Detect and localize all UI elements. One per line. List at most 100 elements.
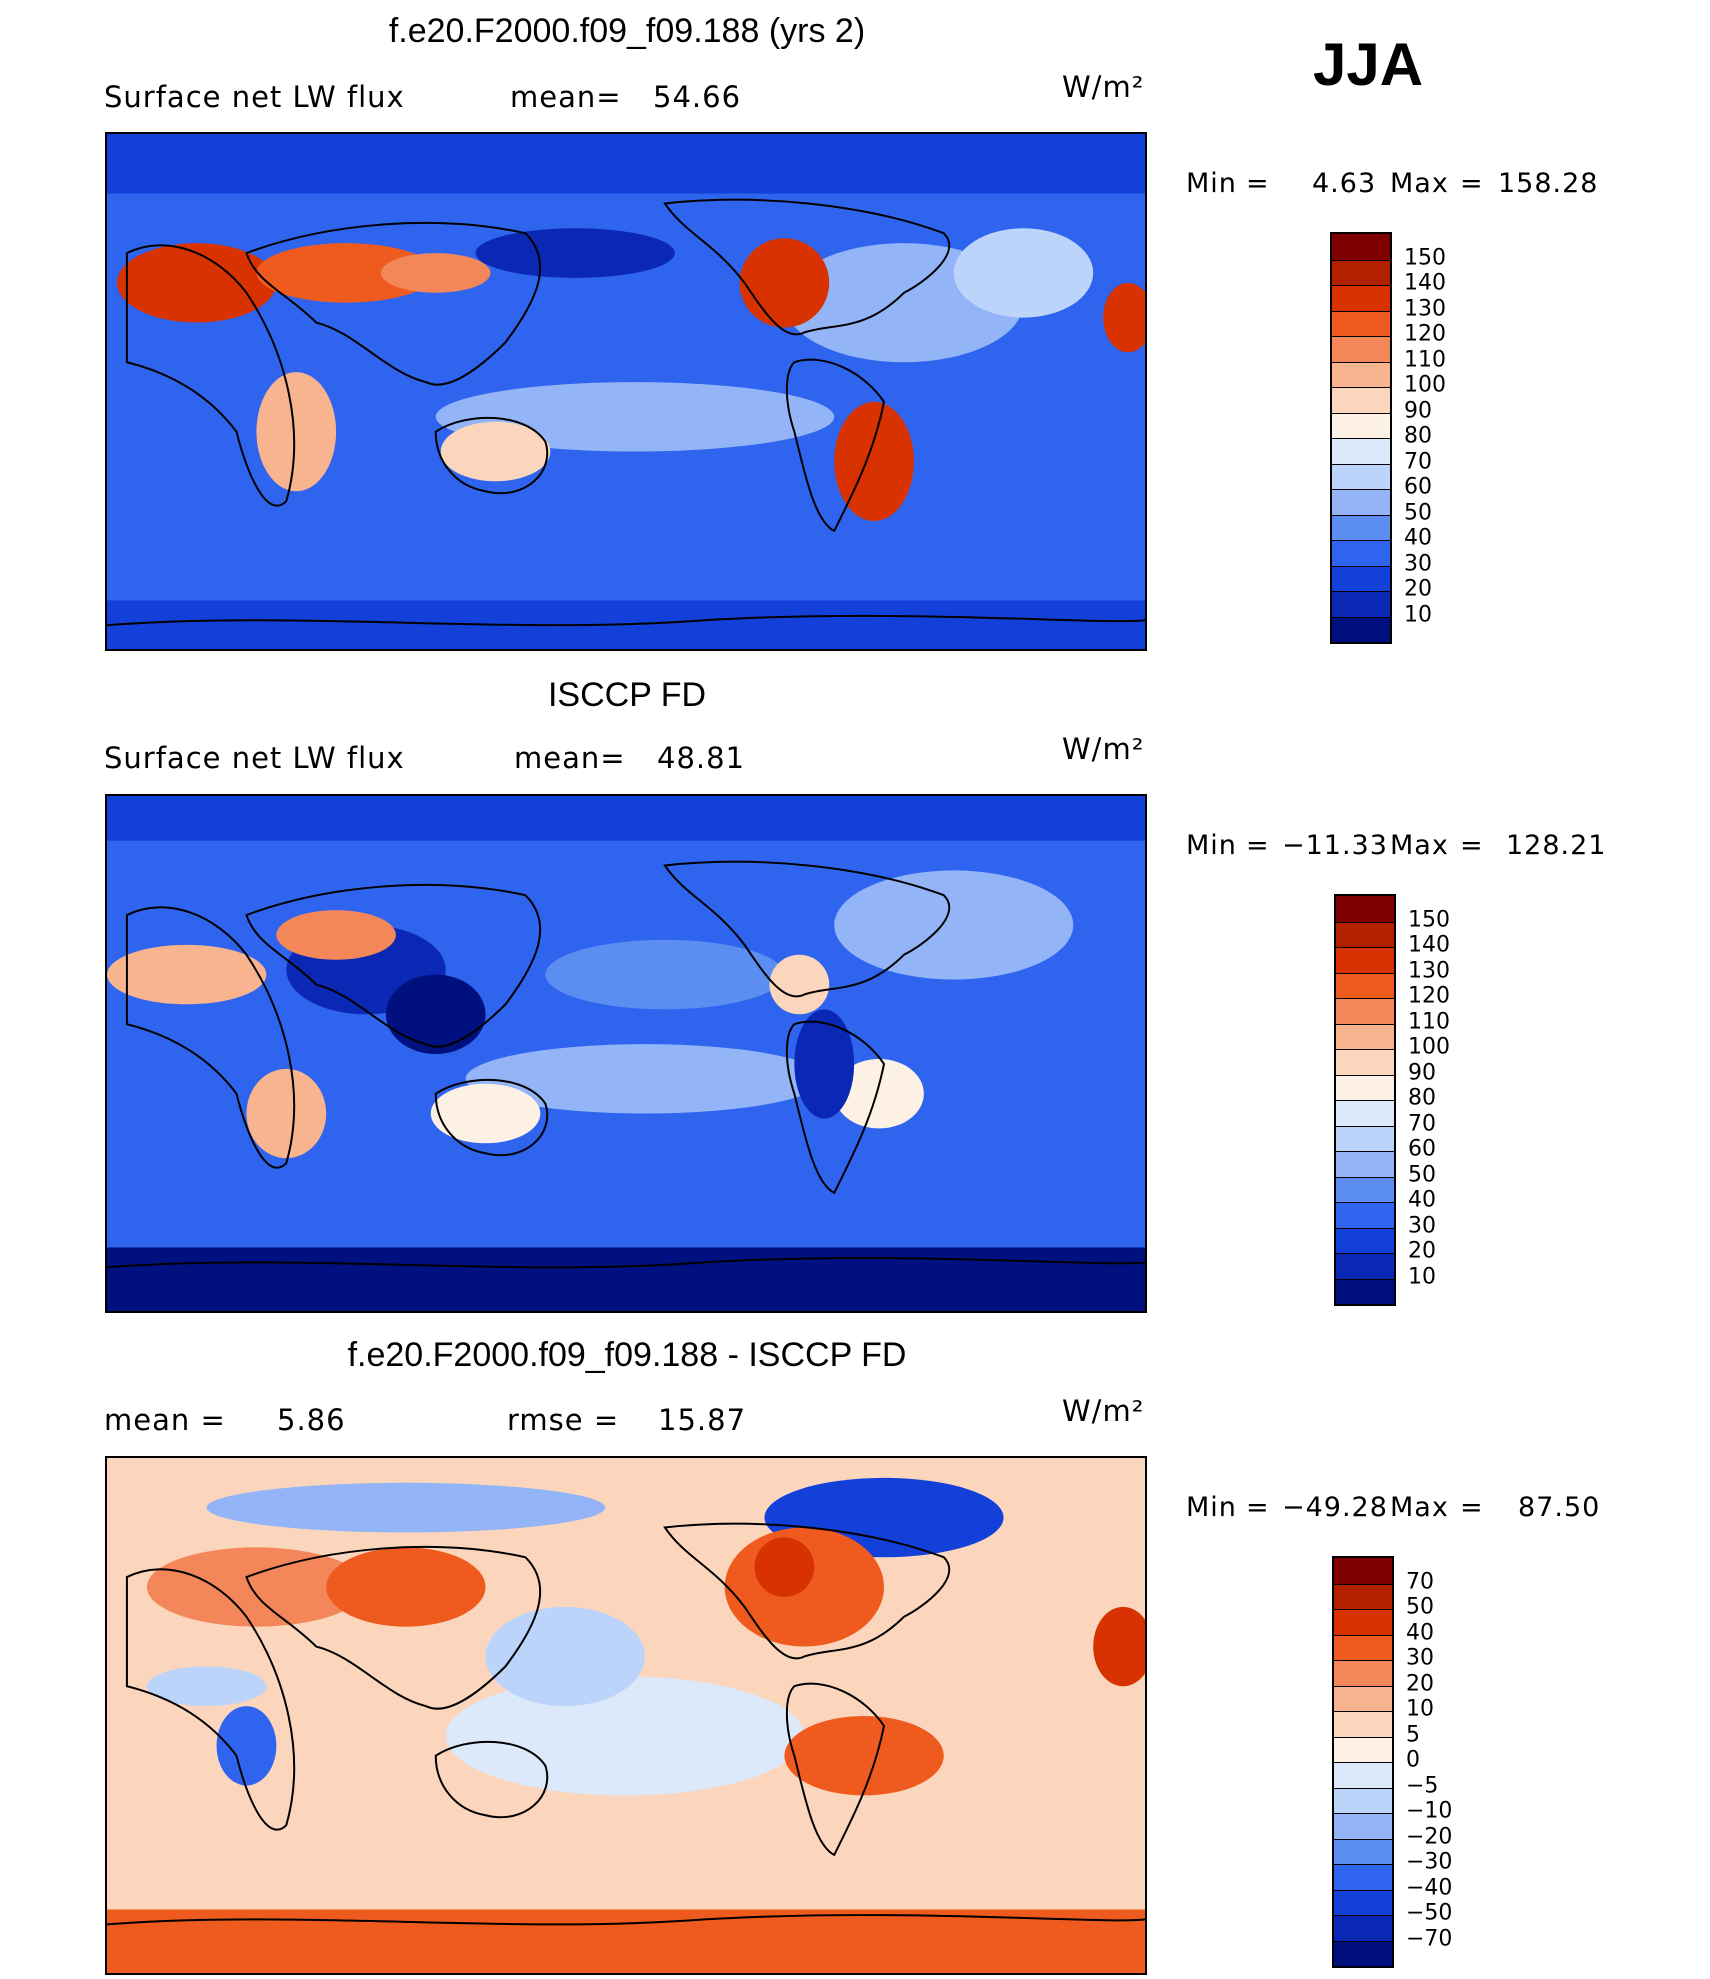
panel-1-max-value: 158.28: [1498, 168, 1599, 199]
colorbar-segment: [1334, 1813, 1392, 1839]
colorbar-segment: [1336, 947, 1394, 973]
panel-3-min-eq: =: [1246, 1492, 1270, 1523]
panel-1-variable-label: Surface net LW flux: [104, 80, 405, 114]
colorbar-tick-label: 70: [1406, 1569, 1434, 1594]
panel-2-colorbar: [1334, 894, 1396, 1306]
panel-2-map-svg: [107, 796, 1145, 1311]
colorbar-tick-label: 30: [1406, 1645, 1434, 1671]
panel-1-min-label: Min: [1186, 168, 1237, 199]
panel-2-mean-value: 48.81: [657, 741, 746, 775]
colorbar-tick-label: −30: [1406, 1849, 1453, 1875]
colorbar-segment: [1334, 1864, 1392, 1890]
colorbar-segment: [1332, 565, 1390, 591]
panel-1-mean-value: 54.66: [653, 80, 742, 114]
colorbar-tick-label: 140: [1408, 932, 1450, 958]
colorbar-tick-label: 110: [1404, 347, 1446, 372]
colorbar-segment: [1334, 1711, 1392, 1737]
colorbar-segment: [1332, 514, 1390, 540]
colorbar-segment: [1336, 921, 1394, 947]
colorbar-segment: [1332, 463, 1390, 489]
panel-1-map: [105, 132, 1147, 651]
panel-1-colorbar: [1330, 232, 1392, 644]
colorbar-tick-label: 40: [1408, 1187, 1436, 1213]
panel-1-min-eq: =: [1246, 168, 1270, 199]
colorbar-tick-label: 40: [1404, 525, 1432, 551]
panel-1-min-value: 4.63: [1312, 168, 1377, 199]
colorbar-tick-label: 100: [1408, 1034, 1450, 1060]
panel-2-title: ISCCP FD: [547, 676, 707, 714]
panel-3-max-value: 87.50: [1518, 1492, 1601, 1523]
colorbar-segment: [1332, 412, 1390, 438]
colorbar-segment: [1336, 998, 1394, 1024]
colorbar-segment: [1332, 336, 1390, 362]
panel-1-max-eq: =: [1460, 168, 1484, 199]
panel-2-max-label: Max: [1390, 830, 1449, 861]
colorbar-tick-label: 140: [1404, 270, 1446, 296]
colorbar-tick-label: −5: [1406, 1773, 1439, 1798]
colorbar-tick-label: 10: [1406, 1696, 1434, 1722]
colorbar-segment: [1332, 540, 1390, 566]
panel-3-rmse-label: rmse =: [507, 1403, 620, 1437]
panel-2-map: [105, 794, 1147, 1313]
colorbar-tick-label: 130: [1404, 296, 1446, 321]
colorbar-segment: [1336, 1253, 1394, 1279]
colorbar-segment: [1332, 310, 1390, 336]
season-label: JJA: [1313, 31, 1424, 98]
panel-3-colorbar: [1332, 1556, 1394, 1968]
colorbar-tick-label: −40: [1406, 1875, 1453, 1900]
panel-2-min-label: Min: [1186, 830, 1237, 861]
colorbar-tick-label: 120: [1408, 983, 1450, 1009]
panel-2-mean-label: mean=: [514, 741, 626, 775]
colorbar-tick-label: −70: [1406, 1926, 1453, 1951]
colorbar-segment: [1332, 234, 1390, 260]
colorbar-tick-label: 20: [1404, 576, 1432, 602]
colorbar-segment: [1336, 1074, 1394, 1100]
panel-3-min-label: Min: [1186, 1492, 1237, 1523]
panel-3-map: [105, 1456, 1147, 1975]
colorbar-tick-label: −10: [1406, 1798, 1453, 1824]
colorbar-tick-label: 90: [1408, 1060, 1436, 1085]
colorbar-segment: [1332, 361, 1390, 387]
colorbar-segment: [1336, 972, 1394, 998]
colorbar-segment: [1336, 1227, 1394, 1253]
colorbar-tick-label: 100: [1404, 372, 1446, 398]
colorbar-segment: [1334, 1685, 1392, 1711]
panel-1-mean-label: mean=: [510, 80, 622, 114]
colorbar-tick-label: 30: [1408, 1213, 1436, 1238]
colorbar-segment: [1334, 1660, 1392, 1686]
colorbar-segment: [1336, 1278, 1394, 1304]
colorbar-segment: [1336, 1176, 1394, 1202]
colorbar-tick-label: 50: [1404, 500, 1432, 525]
panel-1-units: W/m²: [1062, 70, 1145, 104]
panel-3-rmse-value: 15.87: [658, 1403, 747, 1437]
panel-2-max-eq: =: [1460, 830, 1484, 861]
colorbar-tick-label: 150: [1408, 907, 1450, 932]
colorbar-tick-label: 40: [1406, 1620, 1434, 1645]
colorbar-tick-label: 50: [1408, 1162, 1436, 1187]
colorbar-segment: [1332, 591, 1390, 617]
panel-2-variable-label: Surface net LW flux: [104, 741, 405, 775]
colorbar-segment: [1332, 616, 1390, 642]
colorbar-segment: [1332, 259, 1390, 285]
colorbar-segment: [1334, 1736, 1392, 1762]
panel-3-map-svg: [107, 1458, 1145, 1973]
colorbar-segment: [1334, 1940, 1392, 1966]
panel-3-units: W/m²: [1062, 1394, 1145, 1428]
colorbar-segment: [1336, 1100, 1394, 1126]
panel-1-map-svg: [107, 134, 1145, 649]
colorbar-tick-label: 90: [1404, 398, 1432, 423]
colorbar-tick-label: 70: [1408, 1111, 1436, 1136]
colorbar-segment: [1334, 1915, 1392, 1941]
colorbar-tick-label: 5: [1406, 1722, 1420, 1747]
colorbar-segment: [1336, 1049, 1394, 1075]
colorbar-segment: [1336, 1023, 1394, 1049]
colorbar-tick-label: 20: [1408, 1238, 1436, 1264]
colorbar-tick-label: 70: [1404, 449, 1432, 474]
colorbar-segment: [1334, 1838, 1392, 1864]
panel-3-max-eq: =: [1460, 1492, 1484, 1523]
colorbar-tick-label: 60: [1408, 1136, 1436, 1162]
colorbar-segment: [1334, 1889, 1392, 1915]
colorbar-tick-label: 10: [1404, 602, 1432, 627]
panel-3-max-label: Max: [1390, 1492, 1449, 1523]
colorbar-segment: [1336, 1202, 1394, 1228]
